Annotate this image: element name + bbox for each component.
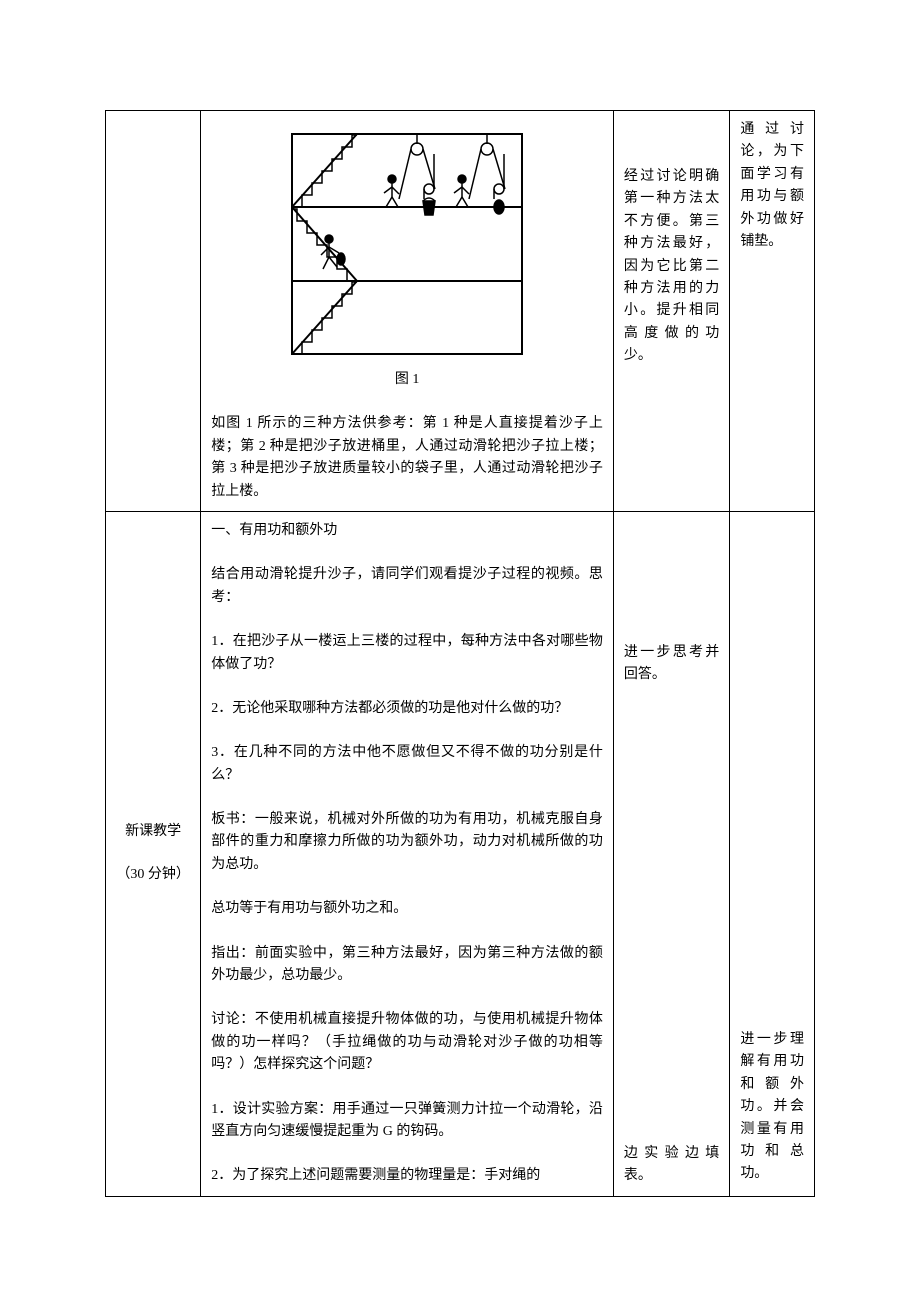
purpose-text: 通过讨论，为下面学习有用功与额外功做好铺垫。 [740, 119, 804, 253]
table-row: 新课教学 （30 分钟） 一、有用功和额外功 结合用动滑轮提升沙子，请同学们观看… [106, 511, 815, 1001]
row1-content-cell: 图 1 如图 1 所示的三种方法供参考：第 1 种是人直接提着沙子上楼；第 2 … [201, 111, 614, 512]
content-para: 1．设计实验方案：用手通过一只弹簧测力计拉一个动滑轮，沿竖直方向匀速缓慢提起重为… [211, 1099, 603, 1144]
lesson-table: 图 1 如图 1 所示的三种方法供参考：第 1 种是人直接提着沙子上楼；第 2 … [105, 110, 815, 1197]
content-para: 3．在几种不同的方法中他不愿做但又不得不做的功分别是什么？ [211, 742, 603, 787]
content-para: 2．无论他采取哪种方法都必须做的功是他对什么做的功？ [211, 698, 603, 720]
content-para: 2．为了探究上述问题需要测量的物理量是：手对绳的 [211, 1165, 603, 1187]
figure-1 [211, 129, 603, 359]
section-title: 新课教学 [125, 821, 181, 843]
content-para: 指出：前面实验中，第三种方法最好，因为第三种方法做的额外功最少，总功最少。 [211, 943, 603, 988]
purpose-text: 进一步理解有用功和额外功。并会测量有用功和总功。 [740, 1009, 804, 1186]
discussion-text: 经过讨论明确第一种方法太不方便。第三种方法最好，因为它比第二种方法用的力小。提升… [624, 166, 719, 368]
row2-content-cell: 一、有用功和额外功 结合用动滑轮提升沙子，请同学们观看提沙子过程的视频。思考： … [201, 511, 614, 1196]
table-row: 图 1 如图 1 所示的三种方法供参考：第 1 种是人直接提着沙子上楼；第 2 … [106, 111, 815, 512]
figure-label: 图 1 [211, 369, 603, 391]
figure-caption: 如图 1 所示的三种方法供参考：第 1 种是人直接提着沙子上楼；第 2 种是把沙… [211, 413, 603, 503]
row2-label-cell: 新课教学 （30 分钟） [106, 511, 201, 1196]
content-para: 结合用动滑轮提升沙子，请同学们观看提沙子过程的视频。思考： [211, 564, 603, 609]
content-para: 板书：一般来说，机械对外所做的功为有用功，机械克服自身部件的重力和摩擦力所做的功… [211, 809, 603, 876]
content-para: 1．在把沙子从一楼运上三楼的过程中，每种方法中各对哪些物体做了功？ [211, 631, 603, 676]
row2-purpose-cell: 进一步理解有用功和额外功。并会测量有用功和总功。 [730, 511, 815, 1196]
diagram-methods-icon [287, 129, 527, 359]
row2-student-cell-bottom: 边实验边填表。 [613, 1001, 729, 1196]
content-para: 讨论：不使用机械直接提升物体做的功，与使用机械提升物体做的功一样吗？（手拉绳做的… [211, 1009, 603, 1076]
heading-useful-work: 一、有用功和额外功 [211, 520, 603, 542]
content-para: 总功等于有用功与额外功之和。 [211, 898, 603, 920]
row1-label-cell [106, 111, 201, 512]
section-duration: （30 分钟） [116, 864, 190, 886]
row2-student-cell-top: 进一步思考并回答。 [613, 511, 729, 1001]
student-activity-text: 进一步思考并回答。 [624, 642, 719, 687]
row1-discussion-cell: 经过讨论明确第一种方法太不方便。第三种方法最好，因为它比第二种方法用的力小。提升… [613, 111, 729, 512]
row1-purpose-cell: 通过讨论，为下面学习有用功与额外功做好铺垫。 [730, 111, 815, 512]
student-activity-text: 边实验边填表。 [624, 1143, 719, 1188]
